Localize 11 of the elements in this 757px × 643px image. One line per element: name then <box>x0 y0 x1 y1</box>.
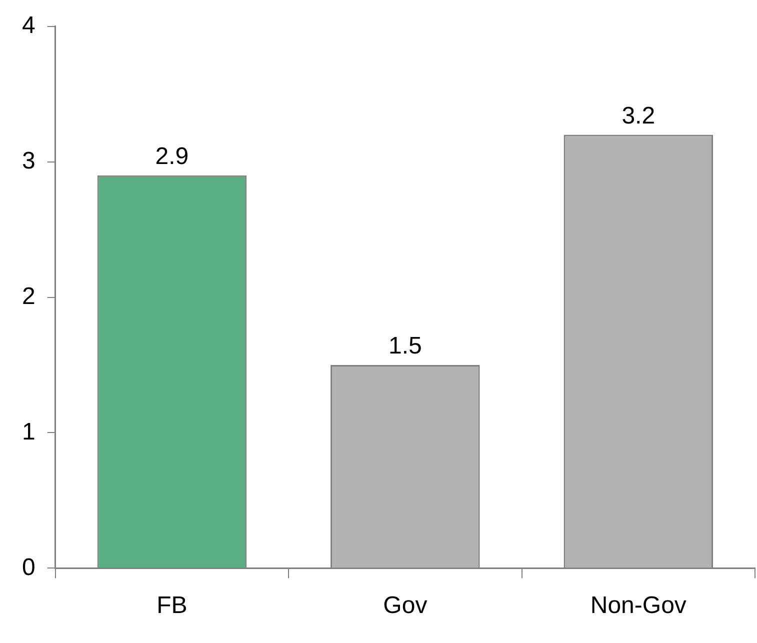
x-tick-label: Non-Gov <box>590 592 686 620</box>
y-tick-label: 1 <box>22 418 36 446</box>
data-label: 2.9 <box>155 143 189 170</box>
data-label: 1.5 <box>388 332 422 360</box>
data-label: 3.2 <box>622 102 656 130</box>
y-tick-label: 3 <box>22 147 36 174</box>
y-tick-label: 4 <box>22 12 36 40</box>
y-tick-label: 0 <box>22 554 36 581</box>
x-tick-label: Gov <box>383 592 428 620</box>
y-tick-label: 2 <box>22 282 36 310</box>
x-tick-label: FB <box>156 592 188 620</box>
